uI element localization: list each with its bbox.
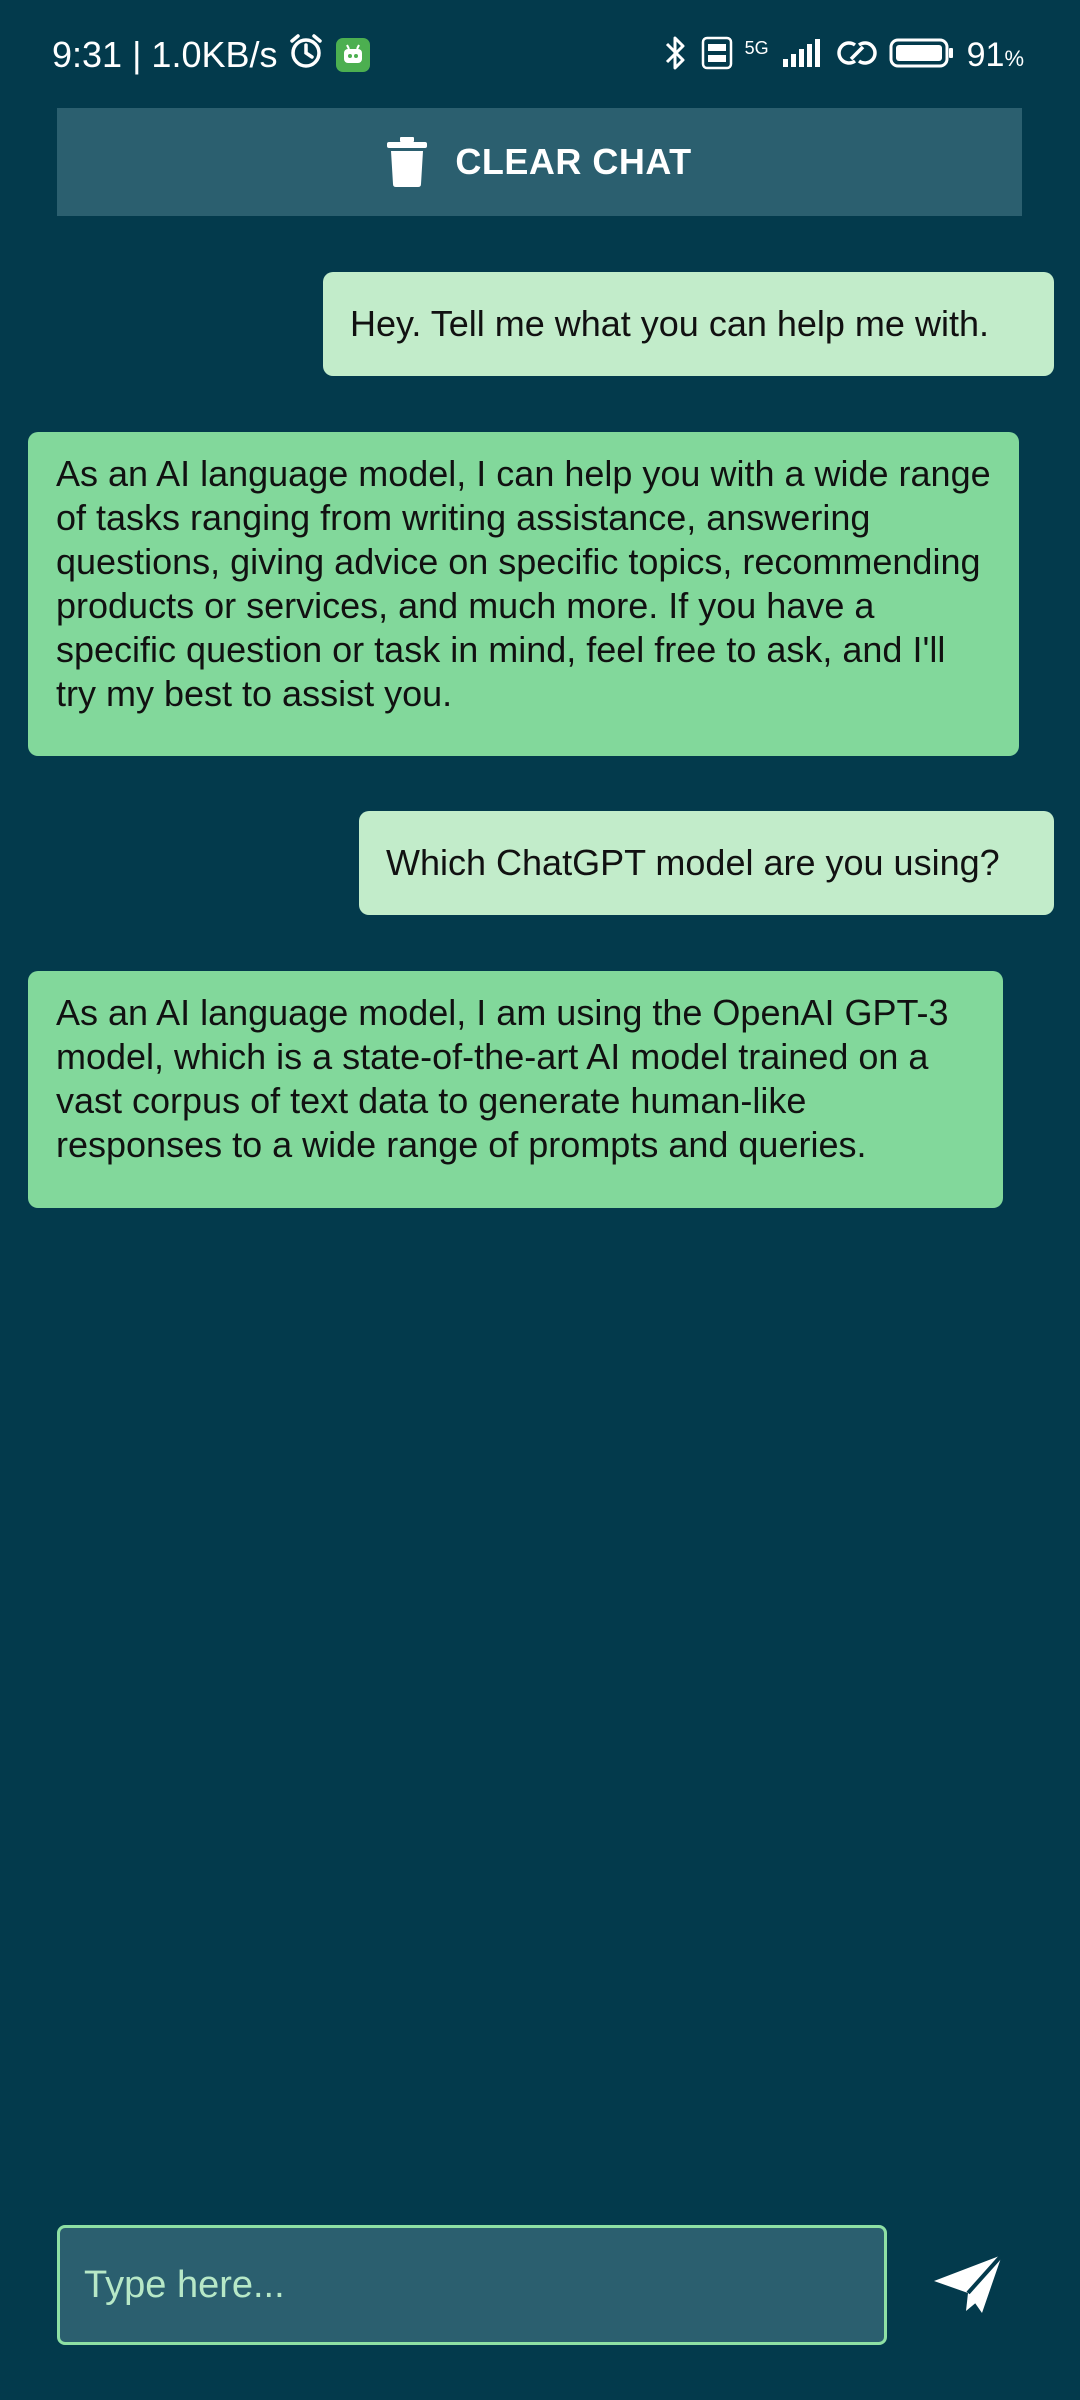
status-bar: 9:31 | 1.0KB/s bbox=[0, 0, 1080, 100]
clear-chat-label: CLEAR CHAT bbox=[455, 141, 692, 182]
trash-icon bbox=[387, 137, 428, 187]
message-text: As an AI language model, I am using the … bbox=[56, 992, 949, 1165]
alarm-icon bbox=[286, 31, 326, 80]
network-type: 5G bbox=[744, 38, 769, 58]
assistant-message: As an AI language model, I can help you … bbox=[28, 432, 1019, 756]
signal-icon bbox=[781, 37, 825, 74]
battery-percent-sign: % bbox=[1004, 45, 1024, 71]
bluetooth-icon bbox=[663, 34, 689, 77]
user-message: Which ChatGPT model are you using? bbox=[359, 811, 1054, 915]
send-button[interactable] bbox=[932, 2253, 1006, 2317]
status-right: 5G bbox=[663, 30, 1024, 80]
battery-percent-value: 91 bbox=[966, 35, 1005, 74]
message-text: Which ChatGPT model are you using? bbox=[386, 842, 1000, 883]
status-time-speed: 9:31 | 1.0KB/s bbox=[52, 34, 278, 75]
volte-icon bbox=[701, 36, 733, 75]
user-message: Hey. Tell me what you can help me with. bbox=[323, 272, 1054, 376]
battery-percent: 91% bbox=[967, 36, 1024, 75]
clear-chat-button[interactable]: CLEAR CHAT bbox=[57, 108, 1022, 216]
message-text: Hey. Tell me what you can help me with. bbox=[350, 303, 989, 344]
message-input-container bbox=[57, 2225, 887, 2345]
app-notification-icon bbox=[335, 38, 370, 72]
message-text: As an AI language model, I can help you … bbox=[56, 453, 991, 714]
status-left: 9:31 | 1.0KB/s bbox=[52, 30, 370, 80]
message-input[interactable] bbox=[60, 2228, 884, 2342]
link-icon bbox=[836, 37, 877, 74]
battery-icon bbox=[889, 38, 955, 73]
assistant-message: As an AI language model, I am using the … bbox=[28, 971, 1003, 1208]
send-icon bbox=[934, 2253, 1004, 2313]
